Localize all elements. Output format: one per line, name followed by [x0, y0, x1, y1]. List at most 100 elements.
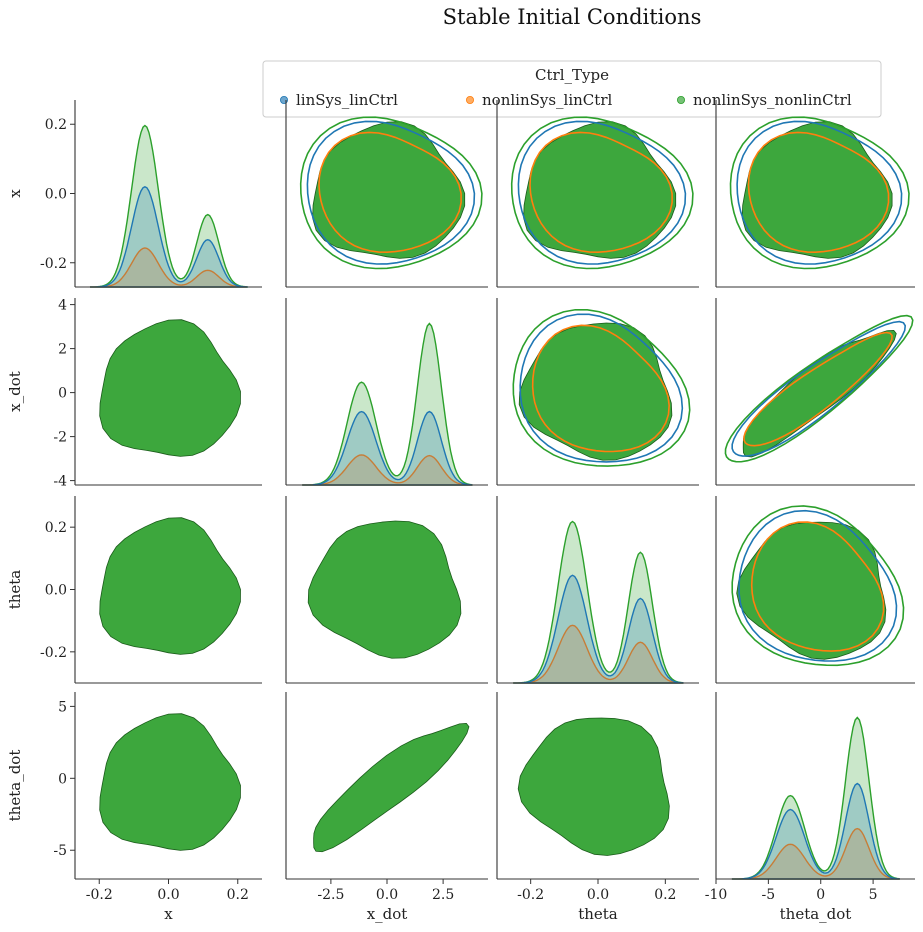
x-tick-label: -10 — [705, 887, 728, 903]
legend-label-nonlinSys_nonlinCtrl: nonlinSys_nonlinCtrl — [693, 91, 852, 109]
panel-grid: -0.2 0.0 0.2 x -4 -2 0 2 4 x_dot -0.2 0.0 0.2 theta -5… — [6, 100, 915, 923]
kde-nonlinSys_nonlinCtrl — [302, 322, 473, 486]
y-tick-label: -5 — [53, 843, 67, 859]
contour-nonlinSys_nonlinCtrl — [299, 116, 483, 270]
scatter-cloud — [741, 121, 893, 259]
x-tick-label: 0.2 — [654, 887, 676, 903]
y-tick-label: 5 — [58, 699, 67, 715]
contour-nonlinSys_linCtrl — [318, 131, 462, 254]
legend-marker-nonlinSys_linCtrl — [465, 96, 474, 105]
x-tick-label: 0 — [816, 887, 825, 903]
scatter-cloud — [313, 723, 470, 853]
kde-nonlinSys_nonlinCtrl — [89, 124, 248, 288]
contour-nonlinSys_nonlinCtrl — [510, 116, 694, 270]
scatter-cloud — [307, 520, 462, 659]
kde-linSys_linCtrl — [302, 410, 473, 486]
y-tick-label: 0.2 — [45, 117, 67, 133]
contour-nonlinSys_linCtrl — [529, 131, 673, 254]
x-axis-label-x_dot: x_dot — [367, 905, 408, 923]
x-tick-label: -0.2 — [86, 887, 113, 903]
contour-linSys_linCtrl — [736, 120, 903, 265]
x-tick-label: 5 — [869, 887, 878, 903]
legend-label-nonlinSys_linCtrl: nonlinSys_linCtrl — [482, 91, 612, 109]
panel-theta_dot-vs-theta: -0.2 0.0 0.2 theta — [496, 692, 699, 923]
panel-theta-vs-theta_dot — [715, 496, 915, 684]
panel-theta-vs-theta — [496, 496, 699, 684]
kde-linSys_linCtrl — [513, 574, 684, 684]
x-axis-label-theta: theta — [578, 905, 618, 923]
scatter-cloud — [312, 121, 466, 259]
panel-x_dot-vs-x: -4 -2 0 2 4 x_dot — [6, 298, 262, 490]
x-tick-label: -2.5 — [317, 887, 344, 903]
legend-title: Ctrl_Type — [535, 66, 609, 84]
contour-nonlinSys_nonlinCtrl — [731, 505, 905, 667]
y-tick-label: 4 — [58, 298, 67, 314]
scatter-cloud — [736, 521, 887, 660]
y-axis-label-theta: theta — [6, 570, 24, 610]
legend-marker-nonlinSys_nonlinCtrl — [677, 96, 686, 105]
contour-nonlinSys_nonlinCtrl — [512, 308, 691, 467]
chart-title: Stable Initial Conditions — [443, 5, 702, 29]
panel-x_dot-vs-x_dot — [285, 298, 488, 486]
x-axis-label-theta_dot: theta_dot — [780, 905, 852, 923]
contour-nonlinSys_linCtrl — [750, 521, 885, 652]
x-tick-label: 0.0 — [157, 887, 179, 903]
panel-x-vs-x: -0.2 0.0 0.2 x — [6, 100, 262, 288]
scatter-cloud — [99, 517, 241, 655]
panel-theta_dot-vs-x_dot: -2.5 0.0 2.5 x_dot — [285, 692, 488, 923]
kde-nonlinSys_linCtrl — [513, 624, 684, 684]
kde-nonlinSys_linCtrl — [302, 454, 473, 486]
panel-x_dot-vs-theta_dot — [715, 298, 915, 486]
y-axis-label-x: x — [6, 189, 24, 198]
y-tick-label: -0.2 — [40, 256, 67, 272]
contour-linSys_linCtrl — [519, 313, 684, 463]
contour-nonlinSys_linCtrl — [747, 131, 890, 254]
legend-label-linSys_linCtrl: linSys_linCtrl — [296, 91, 398, 109]
y-tick-label: 0.0 — [45, 187, 67, 203]
y-tick-label: -0.2 — [40, 645, 67, 661]
y-tick-label: 0 — [58, 771, 67, 787]
panel-x-vs-theta — [496, 100, 699, 288]
kde-nonlinSys_linCtrl — [731, 827, 900, 880]
kde-nonlinSys_linCtrl — [90, 247, 248, 288]
legend: Ctrl_Type linSys_linCtrl nonlinSys_linCtrl… — [262, 60, 882, 118]
panel-x-vs-x_dot — [285, 100, 488, 288]
y-tick-label: 0 — [58, 386, 67, 402]
panel-theta-vs-x: -0.2 0.0 0.2 theta — [6, 496, 262, 684]
kde-nonlinSys_nonlinCtrl — [731, 716, 900, 880]
contour-linSys_linCtrl — [731, 320, 907, 457]
contour-linSys_linCtrl — [738, 509, 898, 662]
y-tick-label: 0.2 — [45, 520, 67, 536]
contour-nonlinSys_nonlinCtrl — [729, 116, 910, 270]
y-axis-label-theta_dot: theta_dot — [6, 750, 24, 822]
y-axis-label-x_dot: x_dot — [6, 371, 24, 412]
panel-theta_dot-vs-theta_dot: -10 -5 0 5 theta_dot — [705, 692, 915, 923]
contour-linSys_linCtrl — [517, 120, 687, 265]
x-tick-label: -0.2 — [517, 887, 544, 903]
contour-linSys_linCtrl — [306, 120, 476, 265]
panel-theta_dot-vs-x: -5 0 5 theta_dot -0.2 0.0 0.2 x — [6, 692, 262, 923]
y-tick-label: -4 — [53, 474, 67, 490]
kde-linSys_linCtrl — [731, 782, 900, 880]
contour-nonlinSys_linCtrl — [743, 331, 893, 447]
x-tick-label: 0.2 — [227, 887, 249, 903]
y-tick-label: 2 — [58, 342, 67, 358]
y-tick-label: -2 — [53, 430, 67, 446]
x-tick-label: 0.0 — [587, 887, 609, 903]
panel-x-vs-theta_dot — [715, 100, 915, 288]
x-axis-label-x: x — [164, 905, 173, 923]
panel-x_dot-vs-theta — [496, 298, 699, 486]
x-tick-label: 2.5 — [432, 887, 454, 903]
x-tick-label: 0.0 — [376, 887, 398, 903]
contour-nonlinSys_linCtrl — [531, 324, 670, 453]
x-tick-label: -5 — [762, 887, 776, 903]
scatter-cloud — [517, 717, 670, 856]
scatter-cloud — [99, 713, 241, 851]
kde-linSys_linCtrl — [90, 186, 248, 288]
contour-nonlinSys_nonlinCtrl — [724, 314, 914, 463]
scatter-cloud — [518, 322, 673, 461]
panel-theta-vs-x_dot — [285, 496, 488, 684]
y-tick-label: 0.0 — [45, 583, 67, 599]
scatter-cloud — [742, 329, 897, 458]
